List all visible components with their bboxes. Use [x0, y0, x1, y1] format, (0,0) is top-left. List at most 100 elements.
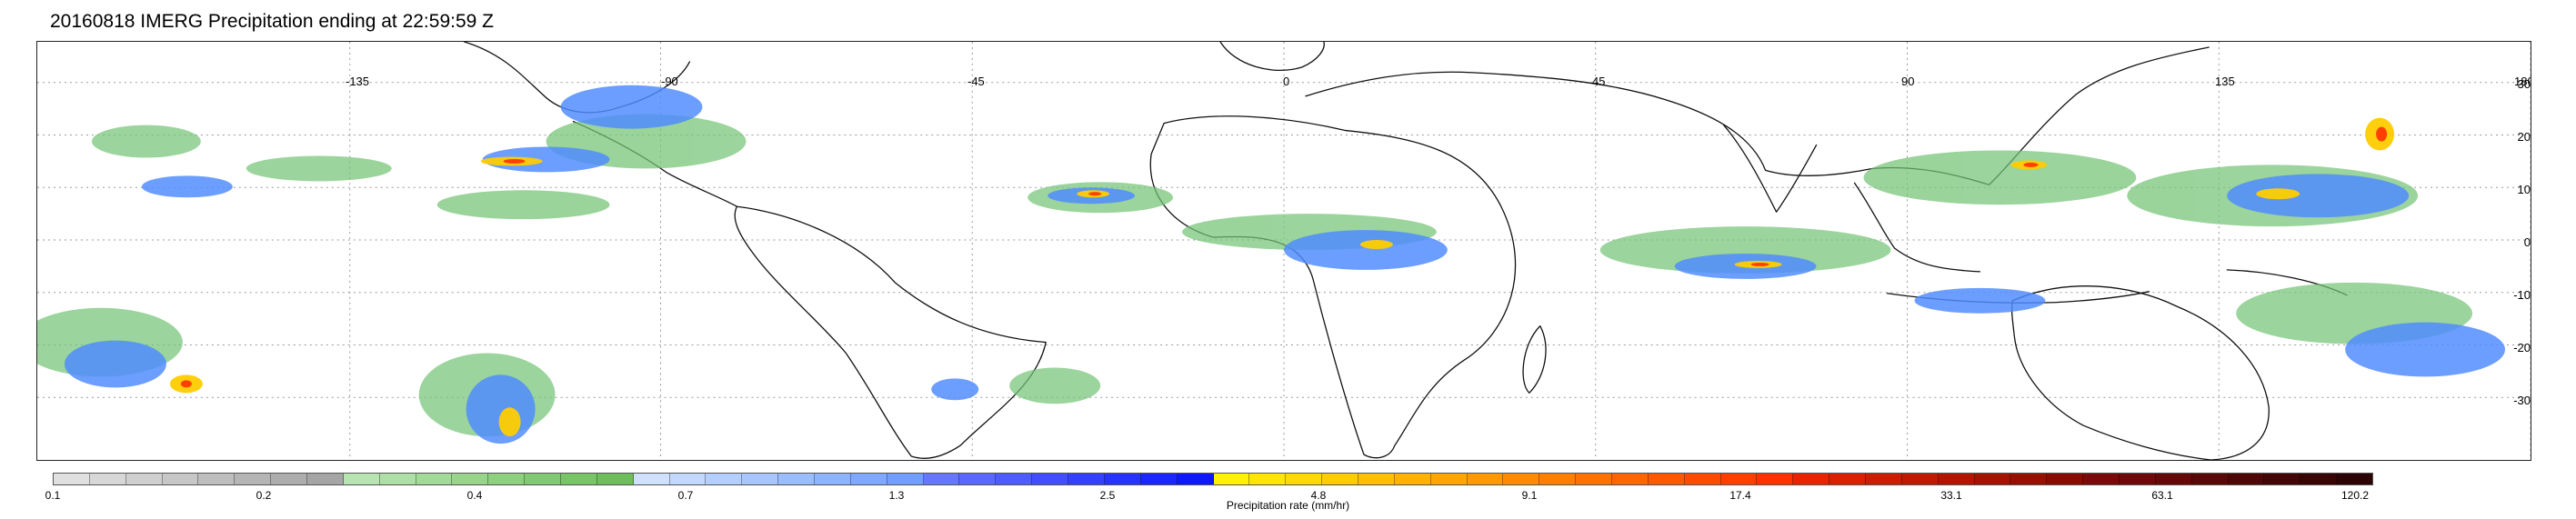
europe-asia-outline: [1305, 46, 2210, 185]
colorbar-segment: [1611, 474, 1649, 484]
light-rain: [37, 114, 2473, 437]
colorbar-segment: [89, 474, 126, 484]
lat-tick-label: 10: [2517, 183, 2531, 196]
colorbar-label: 63.1: [2151, 489, 2173, 502]
colorbar-segment: [162, 474, 199, 484]
lat-tick-label: -30: [2513, 394, 2531, 407]
colorbar-title: Precipitation rate (mm/hr): [1226, 499, 1350, 512]
lon-tick-label: 90: [1901, 75, 1915, 88]
southeast-asia-outline: [1853, 182, 1981, 273]
india-outline: [1722, 124, 1818, 213]
lon-tick-label: 135: [2215, 75, 2235, 88]
colorbar-segment: [1539, 474, 1577, 484]
colorbar-segment: [2155, 474, 2192, 484]
lat-tick-label: 20: [2517, 130, 2531, 144]
colorbar-segment: [271, 474, 308, 484]
colorbar-segment: [1901, 474, 1939, 484]
colorbar-segment: [1358, 474, 1395, 484]
colorbar-segment: [1974, 474, 2011, 484]
lon-tick-label: 45: [1592, 75, 1606, 88]
lon-tick-label: -45: [967, 75, 985, 88]
colorbar-label: 120.2: [2340, 489, 2370, 502]
colorbar-segment: [596, 474, 634, 484]
colorbar-segment: [561, 474, 597, 484]
colorbar-segment: [1322, 474, 1358, 484]
precipitation-colorbar: [53, 473, 2373, 485]
colorbar-label: 0.7: [677, 489, 694, 502]
colorbar-segment: [1684, 474, 1721, 484]
colorbar-segment: [2264, 474, 2301, 484]
colorbar-segment: [379, 474, 416, 484]
africa-outline: [1149, 115, 1517, 459]
colorbar-segment: [1177, 474, 1214, 484]
colorbar-segment: [1213, 474, 1250, 484]
colorbar-segment: [343, 474, 380, 484]
colorbar-segment: [452, 474, 489, 484]
coastlines: [464, 42, 2348, 460]
colorbar-segment: [1032, 474, 1069, 484]
colorbar-segment: [416, 474, 453, 484]
colorbar-segment: [2300, 474, 2338, 484]
colorbar-label: 0.4: [466, 489, 483, 502]
colorbar-segment: [1068, 474, 1105, 484]
colorbar-segment: [923, 474, 960, 484]
colorbar-segment: [2010, 474, 2048, 484]
colorbar-label: 1.3: [888, 489, 905, 502]
lon-tick-label: -90: [661, 75, 678, 88]
colorbar-segment: [706, 474, 743, 484]
colorbar-segment: [2337, 474, 2372, 484]
colorbar-label: 9.1: [1521, 489, 1538, 502]
colorbar-segment: [1104, 474, 1141, 484]
colorbar-segment: [633, 474, 670, 484]
colorbar-segment: [1249, 474, 1287, 484]
lat-tick-label: 30: [2517, 77, 2531, 91]
colorbar-segment: [1720, 474, 1758, 484]
colorbar-segment: [2119, 474, 2156, 484]
map-svg: [37, 42, 2531, 460]
madagascar-outline: [1522, 324, 1547, 394]
lat-tick-label: 0: [2523, 235, 2531, 249]
colorbar-segment: [815, 474, 851, 484]
lon-tick-label: -135: [346, 75, 370, 88]
precipitation-map: -135 -90 -45 0 45 90 135 180 30 20 10 0 …: [36, 41, 2531, 461]
intense-rain: [180, 126, 2388, 388]
lon-tick-label: 0: [1283, 75, 1290, 88]
colorbar-segment: [1140, 474, 1178, 484]
colorbar-segment: [959, 474, 997, 484]
page-title: 20160818 IMERG Precipitation ending at 2…: [50, 11, 494, 32]
colorbar-segment: [307, 474, 344, 484]
south-america-outline: [734, 205, 1047, 459]
colorbar-segment: [235, 474, 272, 484]
colorbar-segment: [525, 474, 562, 484]
colorbar-segment: [1793, 474, 1830, 484]
lat-tick-label: -10: [2513, 288, 2531, 302]
colorbar-segment: [54, 474, 90, 484]
colorbar-segment: [1286, 474, 1323, 484]
colorbar-segment: [1503, 474, 1540, 484]
map-gridlines: [37, 42, 2531, 460]
colorbar-segment: [778, 474, 816, 484]
colorbar-label: 2.5: [1099, 489, 1116, 502]
colorbar-label: 4.8: [1310, 489, 1327, 502]
lon-tick-label: 180: [2514, 75, 2531, 88]
greenland-outline: [1219, 42, 1325, 71]
colorbar-segment: [1467, 474, 1504, 484]
colorbar-segment: [887, 474, 924, 484]
colorbar-segment: [1938, 474, 1975, 484]
colorbar-segment: [1829, 474, 1866, 484]
colorbar-segment: [1757, 474, 1794, 484]
australia-outline: [2010, 285, 2270, 460]
colorbar-label: 0.2: [256, 489, 272, 502]
colorbar-segment: [850, 474, 887, 484]
colorbar-segment: [1430, 474, 1468, 484]
colorbar-segment: [669, 474, 707, 484]
colorbar-label: 17.4: [1729, 489, 1751, 502]
colorbar-segment: [125, 474, 163, 484]
colorbar-label: 33.1: [1940, 489, 1962, 502]
colorbar-segment: [1648, 474, 1685, 484]
colorbar-segment: [1865, 474, 1902, 484]
colorbar-segment: [2228, 474, 2265, 484]
colorbar-segment: [2083, 474, 2120, 484]
precipitation-fields: [37, 85, 2506, 444]
colorbar-label: 0.1: [45, 489, 61, 502]
